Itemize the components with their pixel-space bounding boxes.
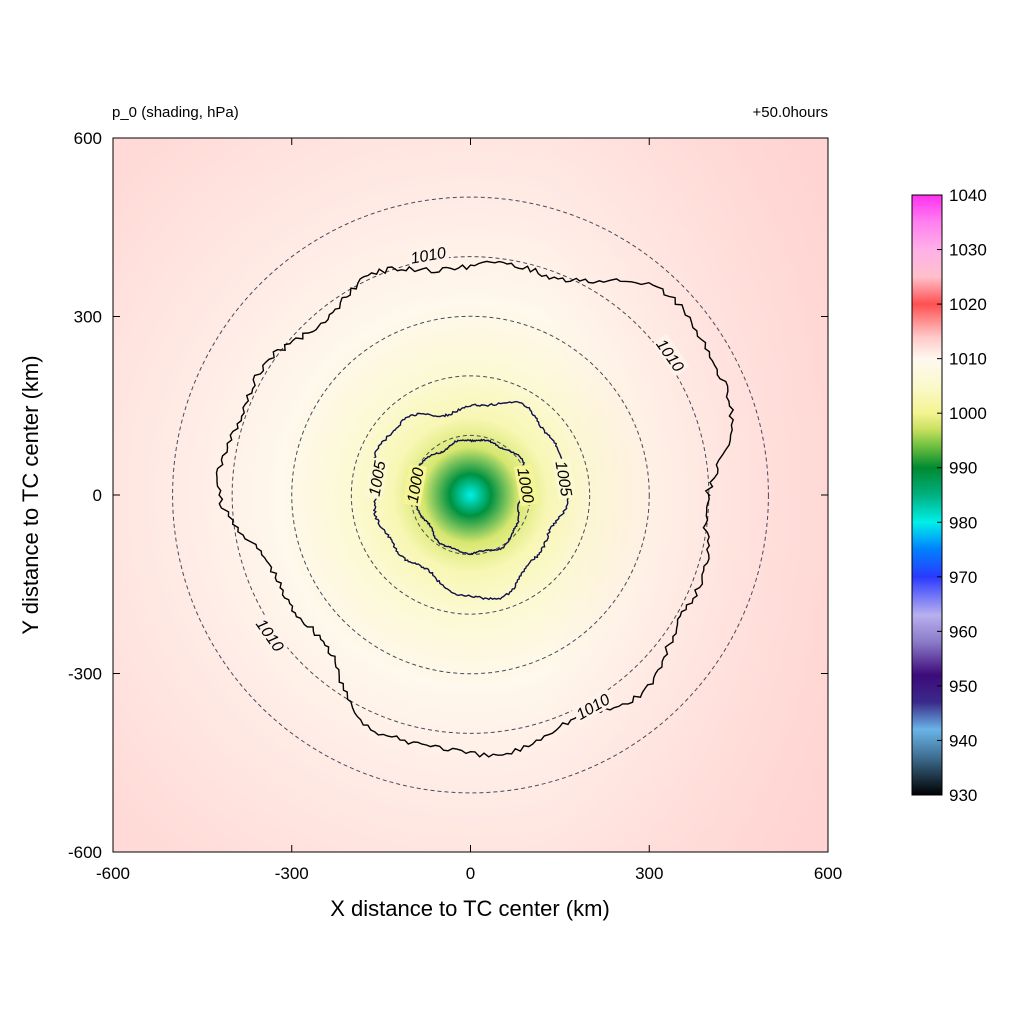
y-tick-label: -300: [68, 665, 102, 684]
x-tick-label: 300: [635, 864, 663, 883]
y-tick-label: -600: [68, 843, 102, 862]
colorbar-tick-label: 1030: [949, 241, 987, 260]
contour-label-bg: [364, 457, 389, 500]
colorbar-tick-label: 970: [949, 568, 977, 587]
x-axis-label: X distance to TC center (km): [330, 896, 610, 921]
colorbar-tick-label: 990: [949, 459, 977, 478]
colorbar-tick-label: 950: [949, 677, 977, 696]
x-tick-label: 600: [814, 864, 842, 883]
contour-label: 1005: [367, 460, 390, 498]
x-axis: -600 -300 0 300 600: [96, 138, 842, 883]
colorbar-tick-label: 930: [949, 786, 977, 805]
colorbar-tick-label: 940: [949, 731, 977, 750]
x-tick-label: -600: [96, 864, 130, 883]
contour-label-bg: [406, 242, 450, 268]
contour-label-bg: [552, 457, 577, 500]
colorbar-tick-label: 1040: [949, 186, 987, 205]
colorbar: 930 940 950 960 970 980 990 1000 1010 1020 1030 104…: [911, 186, 987, 805]
colorbar-gradient: [911, 194, 943, 796]
colorbar-tick-label: 1000: [949, 404, 987, 423]
pressure-shading-east: [113, 138, 828, 852]
contour-label-bg: [251, 613, 290, 657]
contour-label-bg: [651, 333, 690, 377]
contour-label-bg: [402, 463, 428, 507]
contour-label: 1000: [513, 466, 536, 504]
colorbar-tick-label: 960: [949, 622, 977, 641]
y-axis-label: Y distance to TC center (km): [18, 355, 43, 634]
y-tick-label: 300: [74, 308, 102, 327]
x-tick-label: 0: [466, 864, 475, 883]
reference-circle: [350, 375, 591, 615]
colorbar-tick-label: 1020: [949, 295, 987, 314]
reference-circle: [291, 315, 650, 675]
colorbar-tick-label: 980: [949, 513, 977, 532]
contour-label-bg: [570, 688, 615, 725]
contour-label-bg: [513, 463, 539, 507]
y-tick-label: 600: [74, 129, 102, 148]
chart-title-right: +50.0hours: [753, 104, 828, 121]
x-tick-label: -300: [275, 864, 309, 883]
chart-title-left: p_0 (shading, hPa): [112, 104, 239, 121]
reference-circle: [172, 196, 769, 794]
y-axis: -600 -300 0 300 600: [68, 129, 828, 862]
colorbar-tick-label: 1010: [949, 350, 987, 369]
y-tick-label: 0: [93, 486, 102, 505]
contour-label: 1010: [409, 245, 447, 268]
contour-label: 1000: [405, 466, 428, 504]
contour-label: 1005: [551, 460, 574, 498]
